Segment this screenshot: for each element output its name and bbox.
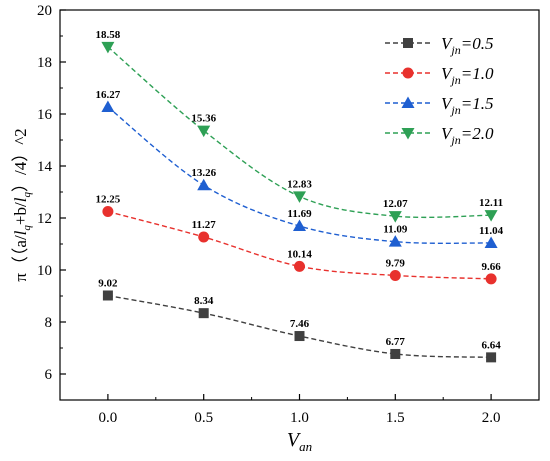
data-point xyxy=(390,348,401,359)
legend-marker xyxy=(401,96,415,108)
data-label: 15.36 xyxy=(191,113,216,125)
data-label: 6.64 xyxy=(481,339,501,351)
legend-marker xyxy=(401,128,415,140)
data-label: 10.14 xyxy=(287,248,312,260)
series-line xyxy=(107,106,492,244)
data-label: 16.27 xyxy=(96,89,121,101)
legend-label: Vjn=1.5 xyxy=(441,94,493,117)
y-tick-label: 14 xyxy=(37,159,53,175)
data-point xyxy=(388,235,402,247)
data-label: 12.83 xyxy=(287,178,312,190)
legend-label: Vjn=0.5 xyxy=(441,34,493,57)
x-tick-label: 1.0 xyxy=(290,410,309,426)
y-tick-label: 8 xyxy=(45,315,53,331)
data-label: 18.58 xyxy=(96,29,121,41)
x-tick-label: 0.5 xyxy=(194,410,213,426)
data-point xyxy=(293,191,306,203)
data-label: 11.04 xyxy=(479,225,504,237)
legend-marker xyxy=(402,67,414,79)
data-point xyxy=(294,260,305,272)
x-axis-title: Van xyxy=(287,429,312,454)
data-label: 6.77 xyxy=(386,336,406,348)
x-tick-label: 0.0 xyxy=(99,410,118,426)
data-point xyxy=(102,290,113,301)
data-label: 12.25 xyxy=(96,194,121,206)
y-tick-label: 12 xyxy=(37,211,52,227)
data-label: 12.11 xyxy=(479,197,503,209)
data-label: 11.69 xyxy=(287,208,312,220)
y-tick-label: 20 xyxy=(37,3,52,19)
x-tick-label: 1.5 xyxy=(386,410,405,426)
data-point xyxy=(198,231,210,243)
data-point xyxy=(197,178,211,191)
y-tick-label: 16 xyxy=(37,107,53,123)
data-label: 11.27 xyxy=(192,219,217,231)
data-label: 8.34 xyxy=(194,295,214,307)
data-point xyxy=(388,211,402,223)
data-label: 13.26 xyxy=(191,167,216,179)
data-point xyxy=(102,206,114,217)
series-line xyxy=(107,46,492,219)
legend-label: Vjn=1.0 xyxy=(441,64,494,87)
y-tick-label: 18 xyxy=(37,55,52,71)
data-label: 9.66 xyxy=(481,261,501,273)
data-point xyxy=(198,308,209,319)
data-label: 11.09 xyxy=(383,224,408,236)
series-line xyxy=(107,210,492,280)
data-label: 9.79 xyxy=(386,257,406,269)
data-point xyxy=(294,331,305,342)
data-point xyxy=(389,269,401,281)
y-tick-label: 10 xyxy=(37,263,52,279)
data-label: 12.07 xyxy=(383,198,408,210)
data-label: 7.46 xyxy=(290,318,310,330)
data-point xyxy=(293,219,306,232)
data-point xyxy=(197,125,211,138)
data-point xyxy=(484,236,498,248)
x-tick-label: 2.0 xyxy=(482,410,501,426)
data-label: 9.02 xyxy=(98,277,118,289)
data-point xyxy=(486,352,497,363)
y-tick-label: 6 xyxy=(45,367,53,383)
data-point xyxy=(101,41,115,54)
y-axis-title: π（（a/lq+b/lq）/4）^2 xyxy=(11,128,33,281)
legend-marker xyxy=(403,38,413,48)
data-point xyxy=(484,210,498,222)
data-point xyxy=(101,100,115,112)
data-point xyxy=(485,273,497,285)
legend-label: Vjn=2.0 xyxy=(441,124,494,147)
